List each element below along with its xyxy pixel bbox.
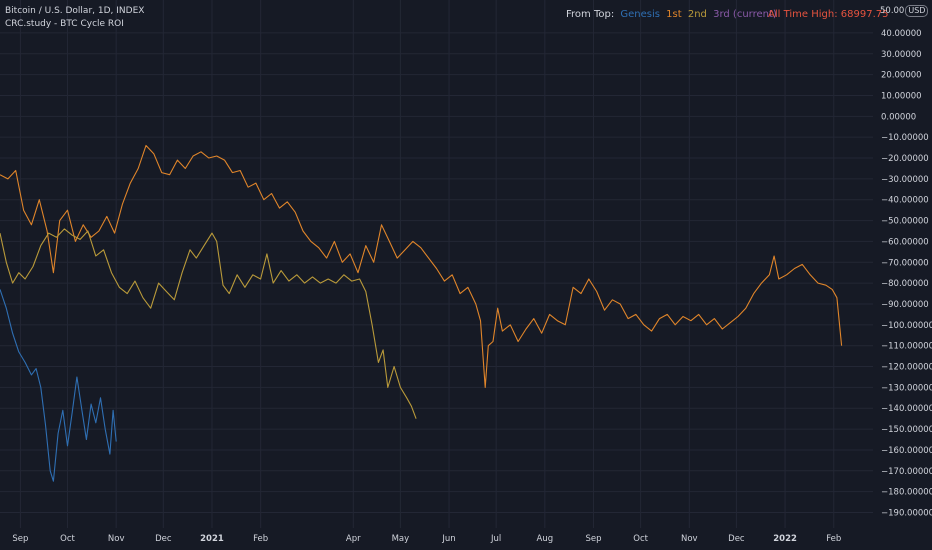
x-tick-label: Feb: [826, 534, 841, 544]
x-tick-label: May: [392, 534, 410, 544]
legend-prefix: From Top:: [566, 9, 615, 20]
legend: From Top: Genesis 1st 2nd 3rd (current): [566, 9, 780, 20]
x-tick-label: Nov: [108, 534, 125, 544]
ath-value: 68997.75: [840, 9, 889, 20]
x-tick-label: Oct: [60, 534, 75, 544]
x-tick-label: Dec: [155, 534, 172, 544]
y-tick-label: −30.00000: [881, 175, 929, 185]
y-tick-label: 30.00000: [881, 50, 922, 60]
legend-item-2nd: 2nd: [687, 9, 707, 20]
x-tick-label: Oct: [633, 534, 648, 544]
x-tick-label: Apr: [346, 534, 361, 544]
y-tick-label: 10.00000: [881, 91, 922, 101]
x-tick-label: Jun: [441, 534, 455, 544]
series-line-genesis: [0, 289, 117, 482]
all-time-high: All Time High: 68997.75: [768, 9, 889, 20]
y-tick-label: −110.00000: [881, 342, 932, 352]
y-tick-label: −60.00000: [881, 237, 929, 247]
series-line-1st: [0, 144, 843, 388]
y-tick-label: 0.00000: [881, 112, 916, 122]
y-tick-label: −40.00000: [881, 196, 929, 206]
x-tick-label: Dec: [728, 534, 745, 544]
x-axis: Sep Oct Nov Dec 2021 Feb Apr May Jun Jul Aug Sep Oct…: [12, 534, 841, 544]
x-tick-label: 2021: [200, 534, 224, 544]
y-tick-label: −70.00000: [881, 258, 929, 268]
ath-label: All Time High:: [768, 9, 838, 20]
x-tick-label: Nov: [681, 534, 698, 544]
y-tick-label: −100.00000: [881, 321, 932, 331]
y-tick-label: −180.00000: [881, 488, 932, 498]
y-axis-top-tick: 50.00 USD: [880, 5, 929, 17]
x-tick-label: 2022: [773, 534, 797, 544]
y-tick-label: −80.00000: [881, 279, 929, 289]
y-tick-label: 20.00000: [881, 71, 922, 81]
x-tick-label: Sep: [585, 534, 601, 544]
y-tick-label: −50.00000: [881, 217, 929, 227]
y-axis: 40.00000 30.00000 20.00000 10.00000 0.00000 −…: [881, 29, 932, 519]
y-tick-label: 40.00000: [881, 29, 922, 39]
y-top-tick-value: 50.00: [880, 6, 905, 16]
y-tick-label: −120.00000: [881, 363, 932, 373]
symbol-title[interactable]: Bitcoin / U.S. Dollar, 1D, INDEX: [5, 6, 145, 16]
series-lines: [0, 144, 843, 482]
legend-item-3rd: 3rd (current): [713, 9, 777, 20]
series-line-2nd: [0, 228, 417, 419]
y-tick-label: −10.00000: [881, 133, 929, 143]
y-tick-label: −170.00000: [881, 467, 932, 477]
x-tick-label: Sep: [12, 534, 28, 544]
legend-item-genesis: Genesis: [620, 9, 660, 20]
y-tick-label: −20.00000: [881, 154, 929, 164]
study-title[interactable]: CRC.study - BTC Cycle ROI: [5, 19, 124, 29]
currency-unit-button[interactable]: USD: [905, 5, 929, 17]
y-tick-label: −190.00000: [881, 508, 932, 518]
x-tick-label: Jul: [490, 534, 501, 544]
grid: [0, 0, 873, 528]
y-tick-label: −140.00000: [881, 404, 932, 414]
y-tick-label: −90.00000: [881, 300, 929, 310]
y-tick-label: −130.00000: [881, 383, 932, 393]
x-tick-label: Feb: [253, 534, 268, 544]
y-tick-label: −160.00000: [881, 446, 932, 456]
y-tick-label: −150.00000: [881, 425, 932, 435]
legend-item-1st: 1st: [666, 9, 682, 20]
x-tick-label: Aug: [537, 534, 554, 544]
